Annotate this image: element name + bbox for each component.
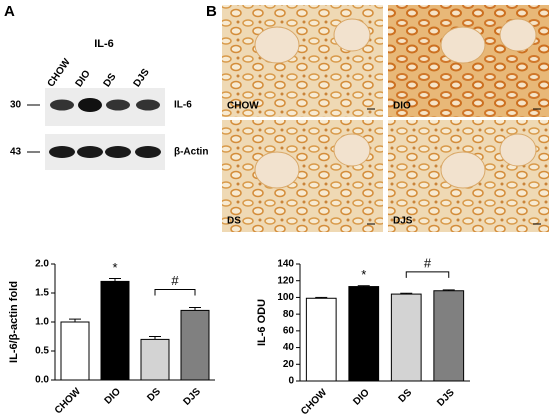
x-tick-label: DJS (181, 386, 203, 408)
blot-band (78, 98, 102, 112)
histology-label: DS (227, 216, 241, 227)
bar (390, 293, 422, 382)
annotation: # (424, 255, 432, 270)
annotation: * (361, 267, 366, 282)
bar (100, 280, 130, 381)
glomerulus (440, 151, 486, 189)
panel-label: A (4, 3, 15, 20)
y-tick-label: 120 (277, 275, 294, 286)
bar (348, 286, 380, 382)
lane-label: DIO (74, 68, 93, 89)
y-tick-label: 140 (277, 259, 294, 270)
x-tick-label: DS (145, 386, 163, 404)
blot-band (105, 146, 131, 158)
glomerulus (499, 18, 537, 52)
x-tick-label: CHOW (53, 386, 84, 417)
row-label: β-Actin (174, 147, 208, 158)
blot-band (77, 146, 103, 158)
glomerulus (499, 133, 537, 167)
lane-label: DS (102, 71, 119, 89)
y-tick-label: 80 (283, 309, 295, 320)
glomerulus (440, 26, 486, 64)
y-tick-label: 40 (283, 342, 295, 353)
blot-band (106, 99, 130, 111)
lane-label: CHOW (46, 57, 73, 90)
histology-label: DIO (393, 101, 411, 112)
bracket (405, 271, 450, 278)
blot-band (136, 99, 160, 111)
y-tick-label: 1.0 (35, 317, 49, 328)
x-tick-label: DIO (351, 387, 372, 408)
glomerulus (333, 133, 371, 167)
marker-label: 43 (10, 147, 22, 158)
annotation: * (112, 260, 117, 275)
glomerulus (254, 151, 300, 189)
histology-label: DJS (393, 216, 413, 227)
y-tick-label: 0 (288, 376, 294, 387)
x-tick-label: DJS (435, 387, 457, 409)
row-label: IL-6 (174, 100, 192, 111)
blot-title: IL-6 (94, 38, 114, 50)
bar (60, 321, 90, 381)
bar (305, 297, 337, 382)
bar (433, 290, 465, 382)
y-axis-label: IL-6 ODU (256, 299, 268, 346)
x-tick-label: DS (397, 387, 415, 405)
y-tick-label: 20 (283, 359, 295, 370)
y-axis-label: IL-6/β-actin fold (8, 281, 20, 363)
bar (140, 338, 170, 381)
blot-band (50, 99, 74, 111)
y-tick-label: 0.0 (35, 375, 49, 386)
blot-band (135, 146, 161, 158)
bracket (154, 289, 196, 296)
blot-band (49, 146, 75, 158)
x-tick-label: CHOW (299, 387, 330, 417)
bar (180, 309, 210, 381)
lane-label: DJS (132, 67, 152, 90)
marker-label: 30 (10, 100, 22, 111)
y-tick-label: 0.5 (35, 346, 49, 357)
glomerulus (254, 26, 300, 64)
y-tick-label: 100 (277, 292, 294, 303)
histology-label: CHOW (227, 101, 259, 112)
panel-label: B (206, 3, 217, 20)
y-tick-label: 1.5 (35, 288, 49, 299)
x-tick-label: DIO (103, 386, 124, 407)
y-tick-label: 2.0 (35, 259, 49, 270)
glomerulus (333, 18, 371, 52)
annotation: # (171, 273, 179, 288)
y-tick-label: 60 (283, 325, 295, 336)
